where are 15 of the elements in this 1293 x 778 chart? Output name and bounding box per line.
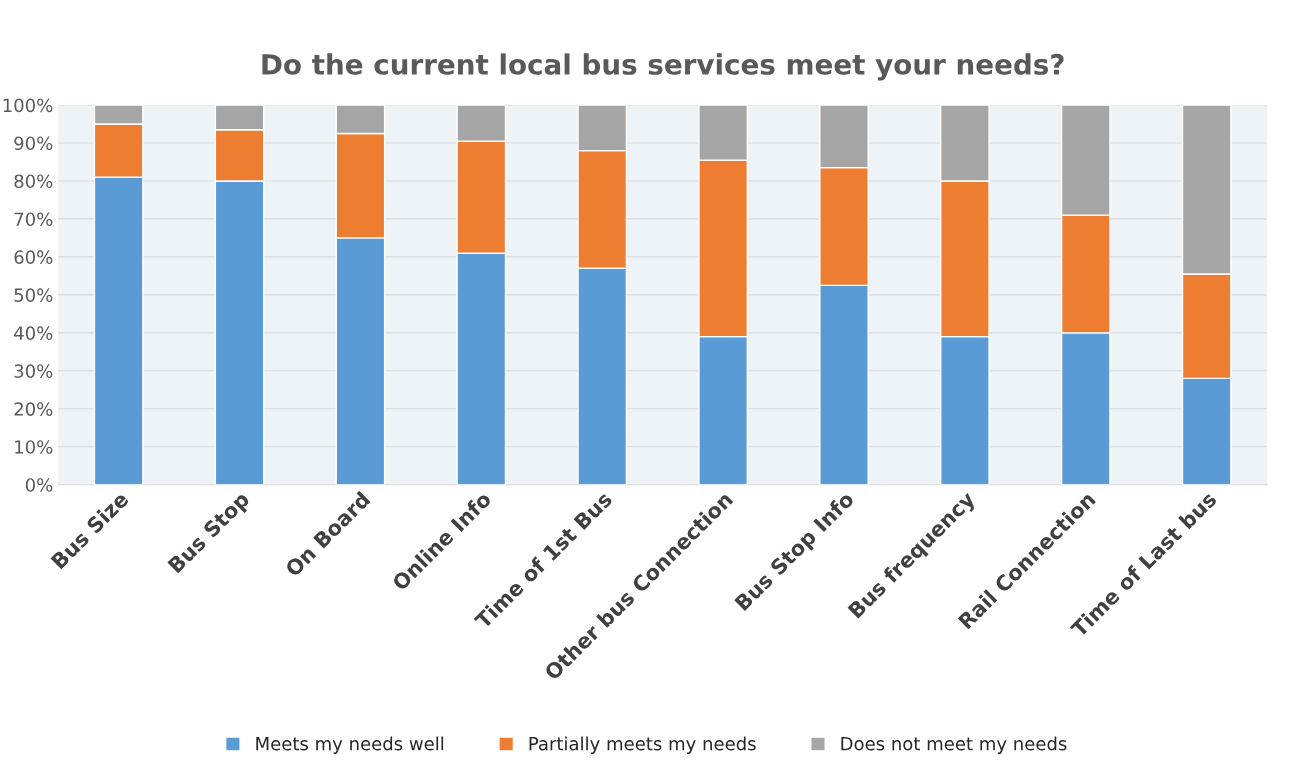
legend-label: Partially meets my needs [529,736,756,754]
y-tick-label: 50% [14,288,53,302]
y-tick-label: 30% [14,364,53,378]
y-tick-label: 100% [3,98,53,113]
y-tick-label: 0% [25,478,53,492]
y-tick-label: 80% [14,174,53,189]
legend-label: Does not meet my needs [841,736,1067,754]
chart-title: Do the current local bus services meet your needs? [262,53,1064,81]
legend-label: Meets my needs well [256,736,444,754]
y-tick-label: 60% [14,250,53,265]
y-tick-label: 70% [14,212,53,227]
y-tick-label: 20% [14,402,53,416]
y-tick-label: 40% [14,326,53,340]
y-tick-label: 90% [14,136,53,151]
y-tick-label: 10% [15,440,53,454]
